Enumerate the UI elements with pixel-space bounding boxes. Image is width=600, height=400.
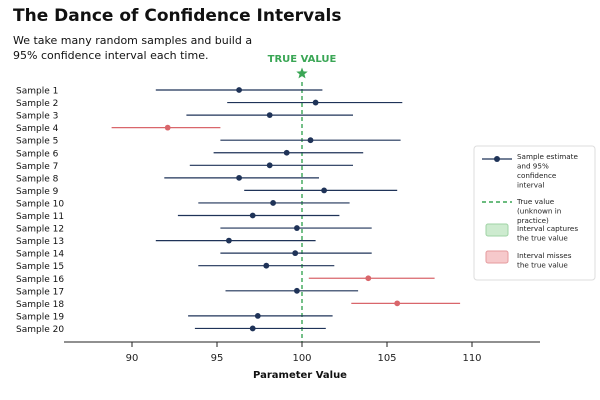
sample-estimate-point [266,112,273,118]
sample-estimate-point [226,237,232,244]
sample-estimate-point [263,262,270,269]
sample-row: Sample 4 [16,124,221,134]
sample-row: Sample 2 [16,99,403,109]
sample-label: Sample 15 [16,262,64,272]
x-axis-label: Parameter Value [253,370,347,381]
sample-label: Sample 6 [16,149,59,159]
sample-label: Sample 9 [16,187,59,197]
legend-label: Sample estimate and 95% confidence interval [517,152,578,190]
sample-label: Sample 7 [16,162,58,172]
legend-item-estimate: Sample estimate and 95% confidence interval [482,152,578,190]
sample-estimate-point [249,212,256,219]
legend-capture-swatch [485,223,509,237]
legend-item-captures: Interval captures the true value [485,223,578,243]
sample-label: Sample 3 [16,112,58,122]
sample-label: Sample 13 [16,237,64,247]
sample-label: Sample 1 [16,87,58,97]
x-tick-label: 90 [126,353,139,364]
sample-estimate-point [321,187,327,194]
sample-row: Sample 11 [16,212,340,222]
x-tick-label: 95 [211,353,224,364]
sample-label: Sample 14 [16,250,64,260]
sample-estimate-point [294,287,300,294]
sample-row: Sample 17 [16,287,359,297]
sample-label: Sample 11 [16,212,64,222]
true-value-star-icon [296,67,308,79]
legend-label: Interval captures the true value [517,224,578,243]
sample-estimate-point [164,124,171,131]
sample-estimate-point [307,137,314,144]
samples-group: Sample 1 Sample 2 Sample 3 Sample 4 Sample 5… [16,87,461,335]
legend-estimate-point [494,156,500,162]
sample-label: Sample 5 [16,137,58,147]
x-tick-label: 105 [377,353,396,364]
sample-estimate-point [249,325,256,332]
sample-row: Sample 7 [16,162,353,172]
sample-estimate-point [236,87,243,93]
sample-row: Sample 9 [16,187,398,197]
sample-label: Sample 18 [16,300,64,310]
sample-row: Sample 5 [16,137,401,147]
sample-label: Sample 19 [16,312,64,322]
sample-row: Sample 19 [16,312,333,322]
sample-row: Sample 12 [16,225,372,235]
sample-estimate-point [270,200,276,206]
sample-label: Sample 2 [16,99,58,109]
sample-estimate-point [365,275,372,282]
sample-row: Sample 3 [16,112,353,122]
sample-label: Sample 17 [16,287,64,297]
true-value-label: TRUE VALUE [268,54,337,65]
legend: Sample estimate and 95% confidence interval… [473,145,596,281]
sample-row: Sample 10 [16,199,350,209]
sample-estimate-point [283,149,290,156]
legend-item-misses: Interval misses the true value [485,250,572,270]
sample-label: Sample 10 [16,199,64,209]
sample-estimate-point [292,250,299,257]
legend-label: Interval misses the true value [517,251,572,270]
sample-row: Sample 18 [16,300,461,310]
sample-estimate-point [236,174,243,181]
sample-row: Sample 16 [16,275,435,285]
x-tick-label: 100 [292,353,311,364]
sample-estimate-point [266,162,273,169]
sample-label: Sample 20 [16,325,64,335]
sample-row: Sample 8 [16,174,319,184]
sample-row: Sample 20 [16,325,326,335]
sample-estimate-point [312,99,319,106]
sample-row: Sample 13 [16,237,316,247]
legend-label: True value (unknown in practice) [516,197,561,225]
sample-estimate-point [294,225,300,231]
chart-title: The Dance of Confidence Intervals [13,6,342,26]
sample-label: Sample 4 [16,124,59,134]
true-value-group: TRUE VALUE [268,54,337,342]
sample-label: Sample 16 [16,275,64,285]
chart-subtitle: We take many random samples and build a … [13,34,253,62]
sample-row: Sample 14 [16,250,372,260]
x-axis: 90 95 100 105 110 Parameter Value [64,341,540,381]
sample-label: Sample 12 [16,225,64,235]
legend-box [473,145,596,281]
x-tick-label: 110 [462,353,481,364]
sample-row: Sample 6 [16,149,364,159]
legend-miss-swatch [485,250,509,264]
sample-label: Sample 8 [16,174,59,184]
sample-estimate-point [254,313,261,319]
sample-row: Sample 1 [16,87,323,97]
legend-item-true_value: True value (unknown in practice) [482,197,561,225]
sample-estimate-point [394,300,401,307]
sample-row: Sample 15 [16,262,335,272]
